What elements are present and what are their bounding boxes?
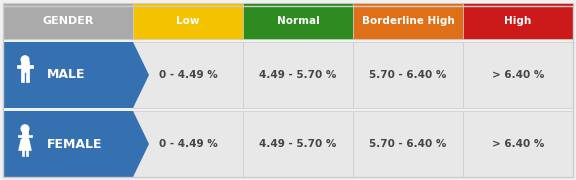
Text: > 6.40 %: > 6.40 % [492,139,544,149]
Bar [133,3,243,39]
Bar [353,42,463,108]
Bar [21,61,29,72]
Text: Normal: Normal [276,16,319,26]
Bar [3,3,133,39]
Bar [133,111,243,177]
Bar [463,3,573,39]
Bar [18,135,32,137]
Bar [463,111,573,177]
Circle shape [21,125,29,132]
Text: MALE: MALE [47,69,85,82]
Bar [22,130,28,139]
Text: High: High [505,16,532,26]
Text: 5.70 - 6.40 %: 5.70 - 6.40 % [369,139,446,149]
Bar [26,150,28,156]
Bar [463,42,573,108]
Text: 4.49 - 5.70 %: 4.49 - 5.70 % [259,139,337,149]
Bar [353,3,463,39]
Bar [243,111,353,177]
Bar [21,72,24,82]
Text: GENDER: GENDER [42,16,94,26]
Bar [17,65,33,68]
Bar [26,72,29,82]
Circle shape [21,56,29,64]
Bar [133,42,243,108]
Text: FEMALE: FEMALE [47,138,103,150]
Bar [22,150,24,156]
Bar [353,111,463,177]
Text: 5.70 - 6.40 %: 5.70 - 6.40 % [369,70,446,80]
Text: 4.49 - 5.70 %: 4.49 - 5.70 % [259,70,337,80]
Text: 0 - 4.49 %: 0 - 4.49 % [158,70,217,80]
Text: Low: Low [176,16,200,26]
Text: > 6.40 %: > 6.40 % [492,70,544,80]
Text: 0 - 4.49 %: 0 - 4.49 % [158,139,217,149]
Polygon shape [18,139,32,151]
Polygon shape [3,42,149,108]
Polygon shape [3,111,149,177]
Bar [243,42,353,108]
Bar [243,3,353,39]
Text: Borderline High: Borderline High [362,16,454,26]
